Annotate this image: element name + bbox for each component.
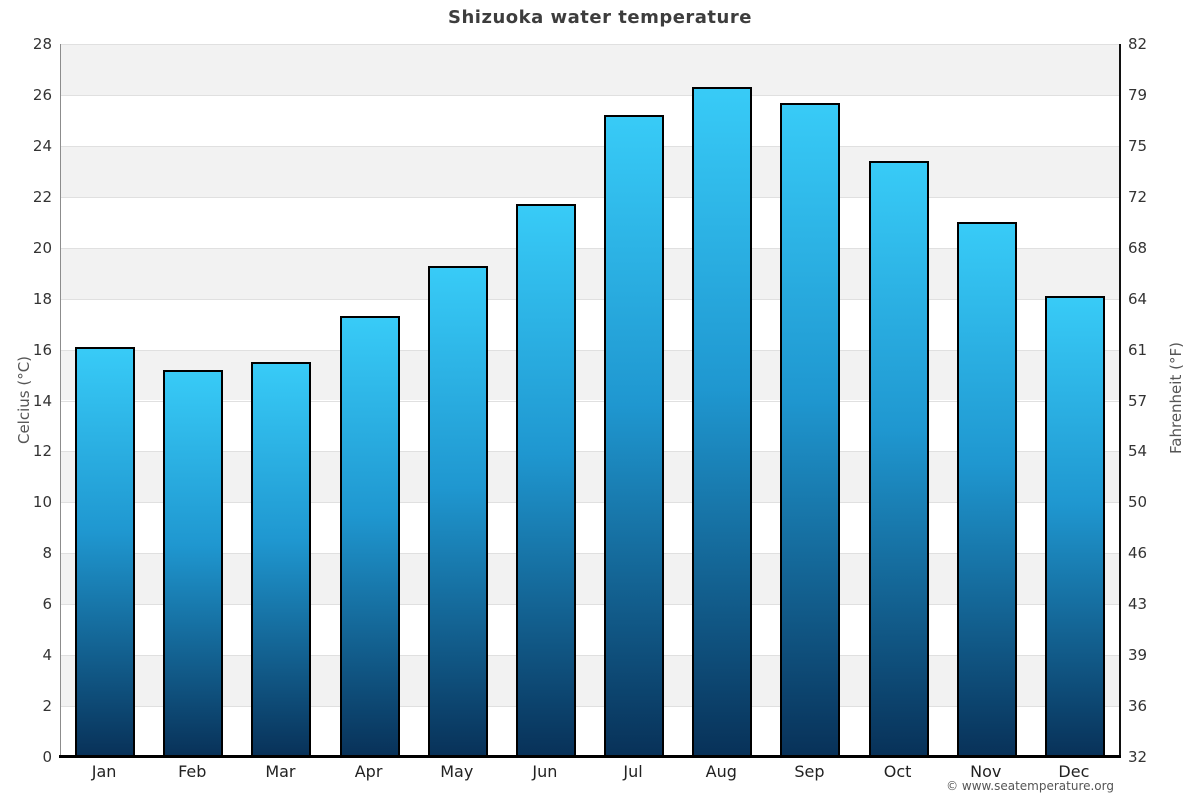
month-label-dec: Dec	[1058, 762, 1090, 781]
month-label-nov: Nov	[970, 762, 1002, 781]
bar-may	[427, 265, 488, 757]
y-tick-celsius: 18	[32, 289, 52, 308]
plot-area	[60, 44, 1121, 757]
y-tick-fahrenheit: 50	[1128, 493, 1148, 512]
y-tick-fahrenheit: 61	[1128, 340, 1148, 359]
bar-jan	[75, 347, 136, 757]
grid-band	[61, 553, 1119, 605]
y-tick-celsius: 16	[32, 340, 52, 359]
bar-aug	[692, 87, 753, 757]
bar-dec	[1044, 296, 1105, 757]
chart-title: Shizuoka water temperature	[448, 7, 752, 28]
bar-oct	[868, 161, 929, 757]
month-label-jan: Jan	[91, 762, 117, 781]
bar-sep	[780, 102, 841, 757]
y-tick-fahrenheit: 32	[1128, 748, 1148, 766]
month-label-mar: Mar	[265, 762, 296, 781]
grid-band	[61, 349, 1119, 401]
bar-jun	[515, 204, 576, 757]
y-tick-fahrenheit: 46	[1128, 544, 1148, 563]
bar-feb	[163, 369, 224, 757]
y-tick-fahrenheit: 64	[1128, 289, 1148, 308]
month-label-apr: Apr	[354, 762, 383, 781]
bar-apr	[339, 316, 400, 757]
y-tick-celsius: 12	[32, 442, 52, 461]
y-tick-fahrenheit: 68	[1128, 238, 1148, 257]
month-label-oct: Oct	[883, 762, 912, 781]
month-label-aug: Aug	[705, 762, 737, 781]
grid-band	[61, 196, 1119, 248]
y-tick-fahrenheit: 36	[1128, 697, 1148, 716]
grid-band	[61, 604, 1119, 656]
y-tick-celsius: 10	[32, 493, 52, 512]
y-tick-celsius: 8	[42, 544, 52, 563]
y-tick-fahrenheit: 72	[1128, 187, 1148, 206]
y-tick-celsius: 24	[32, 136, 52, 155]
y-tick-celsius: 2	[42, 697, 52, 716]
month-label-jun: Jun	[532, 762, 558, 781]
y-tick-fahrenheit: 82	[1128, 35, 1148, 53]
y-tick-fahrenheit: 57	[1128, 391, 1148, 410]
bar-nov	[956, 222, 1017, 757]
y-tick-celsius: 6	[42, 595, 52, 614]
month-label-jul: Jul	[623, 762, 643, 781]
y-tick-fahrenheit: 39	[1128, 646, 1148, 665]
y-tick-fahrenheit: 75	[1128, 136, 1148, 155]
grid-band	[61, 145, 1119, 197]
grid-band	[61, 451, 1119, 503]
y-tick-celsius: 0	[42, 748, 52, 766]
grid-band	[61, 400, 1119, 452]
bar-jul	[604, 115, 665, 757]
grid-band	[61, 706, 1119, 757]
y-tick-fahrenheit: 54	[1128, 442, 1148, 461]
x-axis-baseline	[59, 755, 1121, 758]
month-label-may: May	[440, 762, 474, 781]
y-tick-celsius: 4	[42, 646, 52, 665]
grid-band	[61, 655, 1119, 707]
grid-band	[61, 44, 1119, 95]
grid-band	[61, 94, 1119, 146]
month-label-feb: Feb	[178, 762, 207, 781]
y-tick-celsius: 28	[32, 35, 52, 53]
y-tick-celsius: 20	[32, 238, 52, 257]
y-tick-celsius: 26	[32, 85, 52, 104]
y-tick-celsius: 14	[32, 391, 52, 410]
grid-band	[61, 298, 1119, 350]
attribution-text: © www.seatemperature.org	[946, 779, 1114, 793]
y-tick-fahrenheit: 79	[1128, 85, 1148, 104]
y-tick-celsius: 22	[32, 187, 52, 206]
grid-band	[61, 247, 1119, 299]
month-label-sep: Sep	[794, 762, 825, 781]
bar-mar	[251, 362, 312, 757]
grid-band	[61, 502, 1119, 554]
y-tick-fahrenheit: 43	[1128, 595, 1148, 614]
